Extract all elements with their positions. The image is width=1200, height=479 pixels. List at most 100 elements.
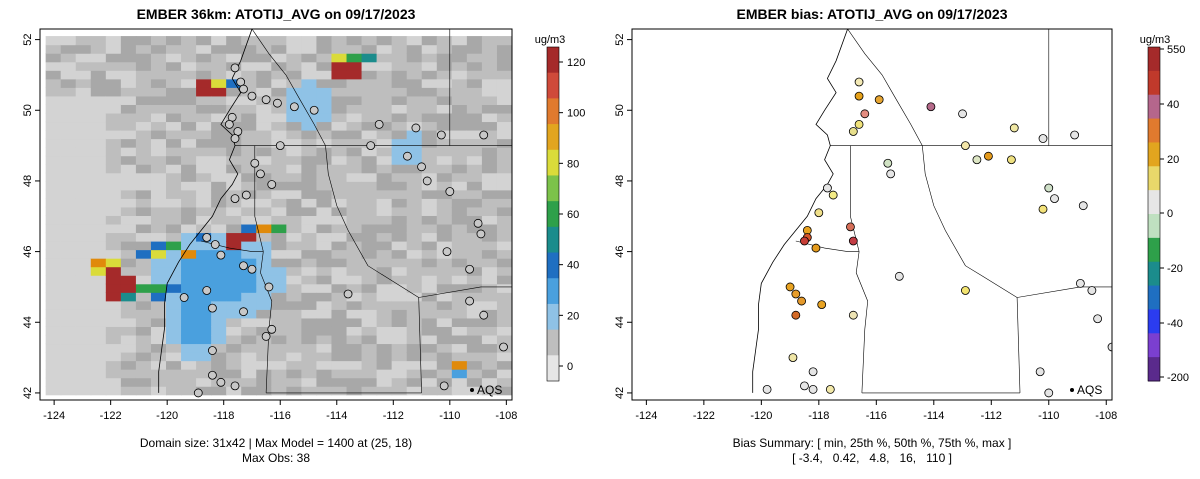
left-map: AQS -124 -122 -120 -118 -116 -114 -112 -110 -108 4… bbox=[22, 28, 585, 422]
obs-point-27 bbox=[241, 190, 251, 200]
right-colorbar-label-4: 20 bbox=[1167, 154, 1179, 166]
obs-point-52 bbox=[439, 381, 449, 391]
left-y-tick-label-2: 46 bbox=[22, 245, 34, 257]
obs-point-20 bbox=[267, 180, 277, 189]
bias-point-14 bbox=[1070, 130, 1080, 140]
left-plot-area bbox=[45, 29, 512, 398]
left-colorbar-seg-7 bbox=[547, 226, 559, 254]
bias-point-41 bbox=[808, 384, 818, 394]
bias-point-45 bbox=[1044, 388, 1054, 398]
right-colorbar-label-5: 40 bbox=[1167, 99, 1179, 111]
left-colorbar-seg-0 bbox=[547, 47, 559, 74]
obs-point-37 bbox=[465, 264, 475, 274]
obs-point-14 bbox=[374, 120, 384, 129]
bias-point-19 bbox=[1044, 183, 1054, 193]
left-x-tick-label-2: -120 bbox=[156, 410, 178, 422]
bias-point-34 bbox=[797, 296, 806, 306]
obs-point-19 bbox=[256, 169, 265, 179]
obs-point-25 bbox=[473, 218, 483, 228]
bias-point-32 bbox=[785, 282, 795, 292]
left-caption-line1: Domain size: 31x42 | Max Model = 1400 at… bbox=[139, 436, 413, 450]
obs-point-7 bbox=[309, 105, 319, 115]
left-colorbar-seg-3 bbox=[547, 124, 559, 151]
left-aqs-label: AQS bbox=[477, 383, 502, 397]
bias-point-0 bbox=[854, 77, 864, 87]
obs-point-24 bbox=[445, 187, 455, 196]
obs-point-13 bbox=[366, 141, 376, 151]
right-border-4 bbox=[855, 251, 869, 393]
left-y-tick-label-5: 52 bbox=[22, 33, 34, 45]
right-colorbar-label-2: -20 bbox=[1167, 263, 1183, 275]
bias-point-20 bbox=[1050, 194, 1059, 204]
bias-point-30 bbox=[894, 271, 904, 281]
right-colorbar-seg-5 bbox=[1148, 166, 1160, 191]
left-x-tick-label-8: -108 bbox=[495, 410, 517, 422]
obs-point-35 bbox=[343, 289, 353, 299]
bias-point-1 bbox=[854, 91, 864, 101]
left-x-tick-label-0: -124 bbox=[43, 410, 65, 422]
bias-point-11 bbox=[961, 141, 970, 151]
right-colorbar-seg-7 bbox=[1148, 214, 1160, 239]
left-border-7 bbox=[418, 286, 512, 298]
obs-point-42 bbox=[267, 324, 277, 334]
right-frame bbox=[631, 28, 1113, 401]
right-colorbar-label-1: -40 bbox=[1167, 318, 1183, 330]
right-aqs-marker bbox=[1070, 388, 1074, 392]
bias-point-9 bbox=[1007, 155, 1016, 165]
obs-point-29 bbox=[202, 233, 212, 242]
obs-point-9 bbox=[224, 120, 234, 129]
bias-point-35 bbox=[817, 300, 827, 310]
right-colorbar-seg-0 bbox=[1148, 47, 1160, 72]
right-x-tick-label-0: -124 bbox=[635, 410, 657, 422]
right-colorbar-seg-12 bbox=[1148, 333, 1160, 358]
bias-point-47 bbox=[1093, 314, 1103, 324]
obs-point-43 bbox=[208, 346, 217, 355]
left-border-6 bbox=[418, 297, 422, 393]
bias-point-36 bbox=[848, 310, 858, 320]
right-colorbar-unit: ug/m3 bbox=[1140, 34, 1171, 46]
bias-point-42 bbox=[825, 384, 835, 394]
bias-point-22 bbox=[1038, 204, 1048, 214]
right-y-tick-label-3: 48 bbox=[614, 175, 626, 187]
right-x-tick-label-2: -120 bbox=[750, 410, 772, 422]
right-colorbar-label-0: -200 bbox=[1167, 372, 1189, 384]
right-x-tick-label-3: -118 bbox=[808, 410, 829, 422]
left-colorbar-unit: ug/m3 bbox=[535, 34, 566, 46]
obs-point-38 bbox=[179, 293, 189, 302]
obs-point-26 bbox=[476, 229, 486, 239]
obs-point-44 bbox=[208, 370, 217, 380]
left-colorbar-seg-4 bbox=[547, 149, 559, 176]
bias-point-40 bbox=[800, 381, 809, 391]
right-y-tick-label-4: 50 bbox=[614, 104, 626, 116]
right-x-tick-label-5: -114 bbox=[923, 410, 944, 422]
obs-point-39 bbox=[202, 286, 212, 295]
left-colorbar-label-2: 40 bbox=[567, 260, 579, 272]
left-caption-line2: Max Obs: 38 bbox=[241, 451, 311, 465]
left-colorbar-seg-9 bbox=[547, 278, 559, 305]
obs-point-15 bbox=[411, 123, 421, 133]
left-y-tick-label-0: 42 bbox=[22, 387, 34, 399]
right-colorbar-seg-9 bbox=[1148, 261, 1160, 287]
right-y-tick-label-1: 44 bbox=[614, 316, 626, 328]
obs-point-31 bbox=[216, 250, 226, 260]
obs-point-33 bbox=[247, 264, 257, 274]
bias-point-39 bbox=[808, 367, 818, 377]
obs-point-41 bbox=[239, 307, 248, 317]
obs-point-18 bbox=[250, 158, 260, 168]
right-colorbar-frame bbox=[1147, 46, 1161, 382]
right-border-5 bbox=[850, 145, 860, 252]
obs-point-2 bbox=[239, 84, 248, 94]
left-colorbar-label-0: 0 bbox=[567, 361, 573, 373]
obs-point-32 bbox=[239, 261, 248, 271]
bias-point-17 bbox=[823, 183, 832, 193]
right-x-tick-label-6: -112 bbox=[981, 410, 1002, 422]
left-coastline bbox=[158, 29, 253, 393]
bias-point-37 bbox=[791, 310, 801, 320]
left-panel-title: EMBER 36km: ATOTIJ_AVG on 09/17/2023 bbox=[136, 6, 416, 22]
right-aqs-label: AQS bbox=[1077, 383, 1102, 397]
right-colorbar-seg-8 bbox=[1148, 237, 1160, 263]
obs-point-17 bbox=[479, 130, 489, 140]
bias-point-46 bbox=[1087, 286, 1097, 295]
left-colorbar-seg-5 bbox=[547, 175, 559, 202]
bias-point-7 bbox=[848, 127, 858, 136]
